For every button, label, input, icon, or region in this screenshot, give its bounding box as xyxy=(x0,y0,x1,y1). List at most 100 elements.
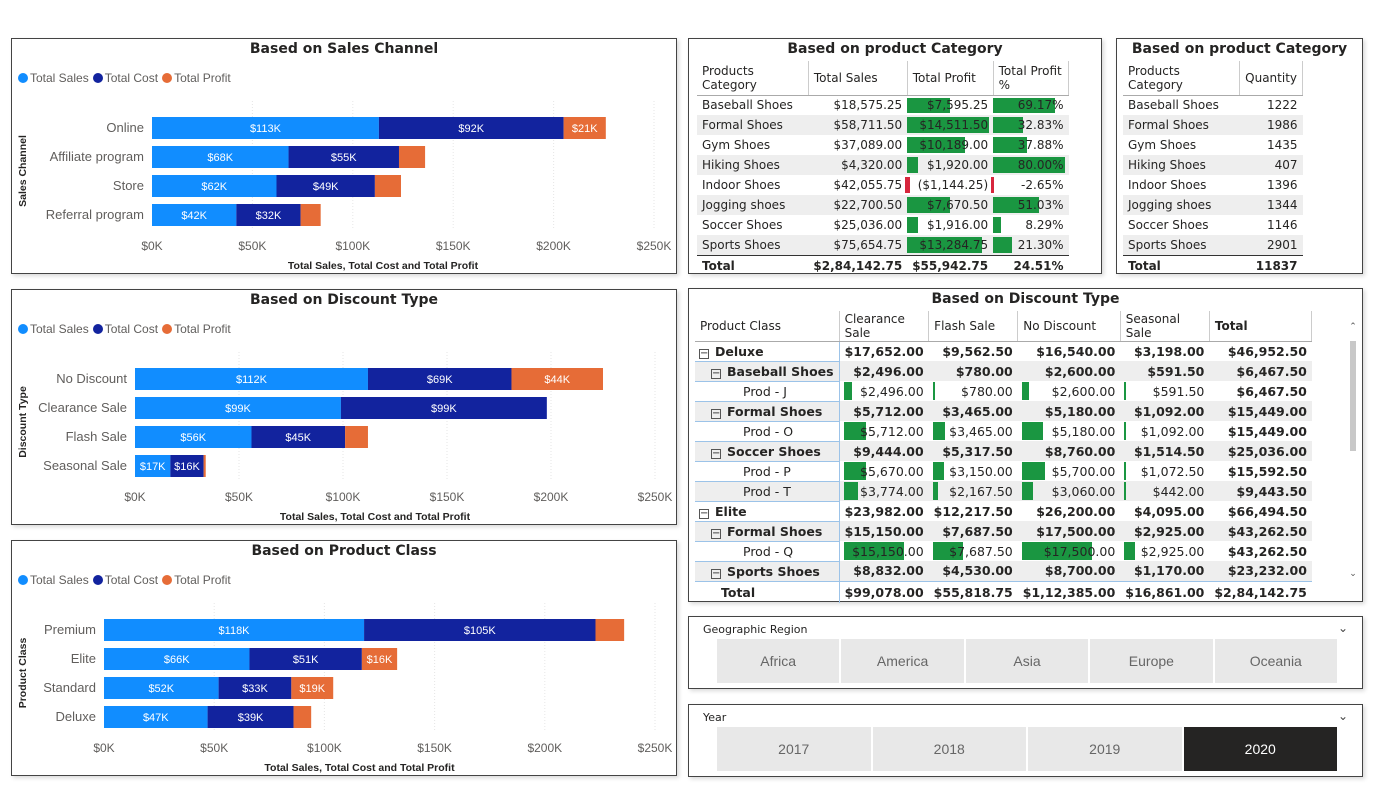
bar-2[interactable] xyxy=(203,455,206,477)
table-row[interactable]: Gym Shoes 1435 xyxy=(1123,135,1303,155)
table-cell: 69.17% xyxy=(993,95,1068,115)
table-row[interactable]: Soccer Shoes 1146 xyxy=(1123,215,1303,235)
bar-2[interactable] xyxy=(511,368,603,390)
column-header[interactable]: Quantity xyxy=(1239,61,1303,96)
bar-1[interactable] xyxy=(249,648,362,670)
slicer-option-africa[interactable]: Africa xyxy=(717,639,840,683)
column-header[interactable]: Flash Sale xyxy=(928,311,1019,342)
column-header[interactable]: Products Category xyxy=(1123,61,1241,96)
matrix-row[interactable]: Prod - T $3,774.00 $2,167.50 $3,060.00 $442.… xyxy=(695,481,1312,502)
collapse-toggle-icon[interactable]: − xyxy=(699,347,709,359)
bar-2[interactable] xyxy=(563,117,606,139)
matrix-row[interactable]: Prod - Q $15,150.00 $7,687.50 $17,500.00 $2,… xyxy=(695,541,1312,562)
collapse-toggle-icon[interactable]: − xyxy=(711,527,721,539)
matrix-row[interactable]: − Deluxe $17,652.00 $9,562.50 $16,540.00 $3,1… xyxy=(695,341,1312,362)
bar-0[interactable] xyxy=(152,175,277,197)
bar-1[interactable] xyxy=(288,146,399,168)
collapse-toggle-icon[interactable]: − xyxy=(711,367,721,379)
chevron-down-icon[interactable]: ⌄ xyxy=(1337,621,1348,635)
table-row[interactable]: Formal Shoes $58,711.50 $14,511.50 32.83% xyxy=(697,115,1069,135)
bar-2[interactable] xyxy=(595,619,625,641)
bar-2[interactable] xyxy=(293,706,312,728)
bar-0[interactable] xyxy=(104,706,208,728)
column-header[interactable]: Total Profit % xyxy=(993,61,1070,96)
bar-0[interactable] xyxy=(152,204,237,226)
slicer-option-2020[interactable]: 2020 xyxy=(1183,727,1337,771)
slicer-option-oceania[interactable]: Oceania xyxy=(1214,639,1337,683)
table-row[interactable]: Formal Shoes 1986 xyxy=(1123,115,1303,135)
column-header[interactable]: Seasonal Sale xyxy=(1120,311,1210,342)
bar-2[interactable] xyxy=(291,677,334,699)
bar-1[interactable] xyxy=(218,677,292,699)
matrix-row[interactable]: − Formal Shoes $15,150.00 $7,687.50 $17,500.… xyxy=(695,521,1312,542)
bar-1[interactable] xyxy=(170,455,204,477)
table-cell: 32.83% xyxy=(993,115,1069,135)
slicer-option-asia[interactable]: Asia xyxy=(965,639,1089,683)
total-cell: Total xyxy=(1123,254,1240,277)
table-row[interactable]: Indoor Shoes 1396 xyxy=(1123,175,1303,195)
bar-1[interactable] xyxy=(276,175,375,197)
table-row[interactable]: Baseball Shoes $18,575.25 $7,595.25 69.17% xyxy=(697,95,1069,115)
collapse-toggle-icon[interactable]: − xyxy=(711,567,721,579)
bar-0[interactable] xyxy=(135,397,341,419)
bar-2[interactable] xyxy=(300,204,321,226)
table-row[interactable]: Hiking Shoes 407 xyxy=(1123,155,1303,175)
bar-2[interactable] xyxy=(345,426,368,448)
bar-0[interactable] xyxy=(152,117,379,139)
table-row[interactable]: Gym Shoes $37,089.00 $10,189.00 37.88% xyxy=(697,135,1069,155)
bar-1[interactable] xyxy=(236,204,301,226)
slicer-option-america[interactable]: America xyxy=(841,639,964,683)
matrix-row[interactable]: − Sports Shoes $8,832.00 $4,530.00 $8,700.00… xyxy=(695,561,1312,582)
collapse-toggle-icon[interactable]: − xyxy=(699,507,709,519)
collapse-toggle-icon[interactable]: − xyxy=(711,407,721,419)
column-header[interactable]: Total Profit xyxy=(907,61,994,96)
matrix-scrollbar[interactable]: ⌃ ⌄ xyxy=(1349,321,1357,578)
table-row[interactable]: Sports Shoes 2901 xyxy=(1123,235,1303,255)
matrix-row[interactable]: − Formal Shoes $5,712.00 $3,465.00 $5,180.00… xyxy=(695,401,1312,422)
matrix-row[interactable]: − Elite $23,982.00 $12,217.50 $26,200.00 $4,0… xyxy=(695,501,1312,522)
slicer-option-europe[interactable]: Europe xyxy=(1090,639,1213,683)
total-cell: $1,12,385.00 xyxy=(1017,580,1121,603)
table-row[interactable]: Indoor Shoes $42,055.75 ($1,144.25) -2.65% xyxy=(697,175,1069,195)
table-row[interactable]: Jogging shoes 1344 xyxy=(1123,195,1303,215)
matrix-row[interactable]: − Soccer Shoes $9,444.00 $5,317.50 $8,760.00… xyxy=(695,441,1312,462)
table-row[interactable]: Soccer Shoes $25,036.00 $1,916.00 8.29% xyxy=(697,215,1069,235)
column-header[interactable]: Products Category xyxy=(697,61,809,96)
bar-1[interactable] xyxy=(251,426,346,448)
table-row[interactable]: Sports Shoes $75,654.75 $13,284.75 21.30% xyxy=(697,235,1069,255)
matrix-cell: $2,600.00 xyxy=(1018,381,1121,401)
slicer-option-2019[interactable]: 2019 xyxy=(1028,727,1182,771)
bar-0[interactable] xyxy=(152,146,289,168)
bar-1[interactable] xyxy=(378,117,564,139)
bar-1[interactable] xyxy=(340,397,547,419)
matrix-row[interactable]: Prod - O $5,712.00 $3,465.00 $5,180.00 $1,09… xyxy=(695,421,1312,442)
bar-0[interactable] xyxy=(135,455,171,477)
column-header[interactable]: Total Sales xyxy=(808,61,908,96)
bar-0[interactable] xyxy=(104,619,365,641)
slicer-option-2017[interactable]: 2017 xyxy=(717,727,871,771)
collapse-toggle-icon[interactable]: − xyxy=(711,447,721,459)
bar-1[interactable] xyxy=(207,706,294,728)
column-header[interactable]: Product Class xyxy=(695,311,840,342)
bar-0[interactable] xyxy=(104,648,250,670)
bar-0[interactable] xyxy=(104,677,219,699)
bar-0[interactable] xyxy=(135,426,252,448)
bar-2[interactable] xyxy=(361,648,398,670)
chevron-down-icon[interactable]: ⌄ xyxy=(1337,709,1348,723)
column-header[interactable]: Total xyxy=(1209,311,1313,342)
bar-2[interactable] xyxy=(398,146,426,168)
table-row[interactable]: Jogging shoes $22,700.50 $7,670.50 51.03% xyxy=(697,195,1069,215)
matrix-row[interactable]: Prod - J $2,496.00 $780.00 $2,600.00 $591.50… xyxy=(695,381,1312,402)
bar-1[interactable] xyxy=(367,368,512,390)
total-cell: $2,84,142.75 xyxy=(1209,580,1312,603)
bar-0[interactable] xyxy=(135,368,368,390)
table-row[interactable]: Hiking Shoes $4,320.00 $1,920.00 80.00% xyxy=(697,155,1069,175)
column-header[interactable]: No Discount xyxy=(1017,311,1121,342)
column-header[interactable]: Clearance Sale xyxy=(839,311,930,342)
matrix-row[interactable]: Prod - P $5,670.00 $3,150.00 $5,700.00 $1,07… xyxy=(695,461,1312,482)
matrix-row[interactable]: − Baseball Shoes $2,496.00 $780.00 $2,600.00… xyxy=(695,361,1312,382)
bar-2[interactable] xyxy=(374,175,401,197)
slicer-option-2018[interactable]: 2018 xyxy=(872,727,1026,771)
bar-1[interactable] xyxy=(364,619,596,641)
table-row[interactable]: Baseball Shoes 1222 xyxy=(1123,95,1303,115)
